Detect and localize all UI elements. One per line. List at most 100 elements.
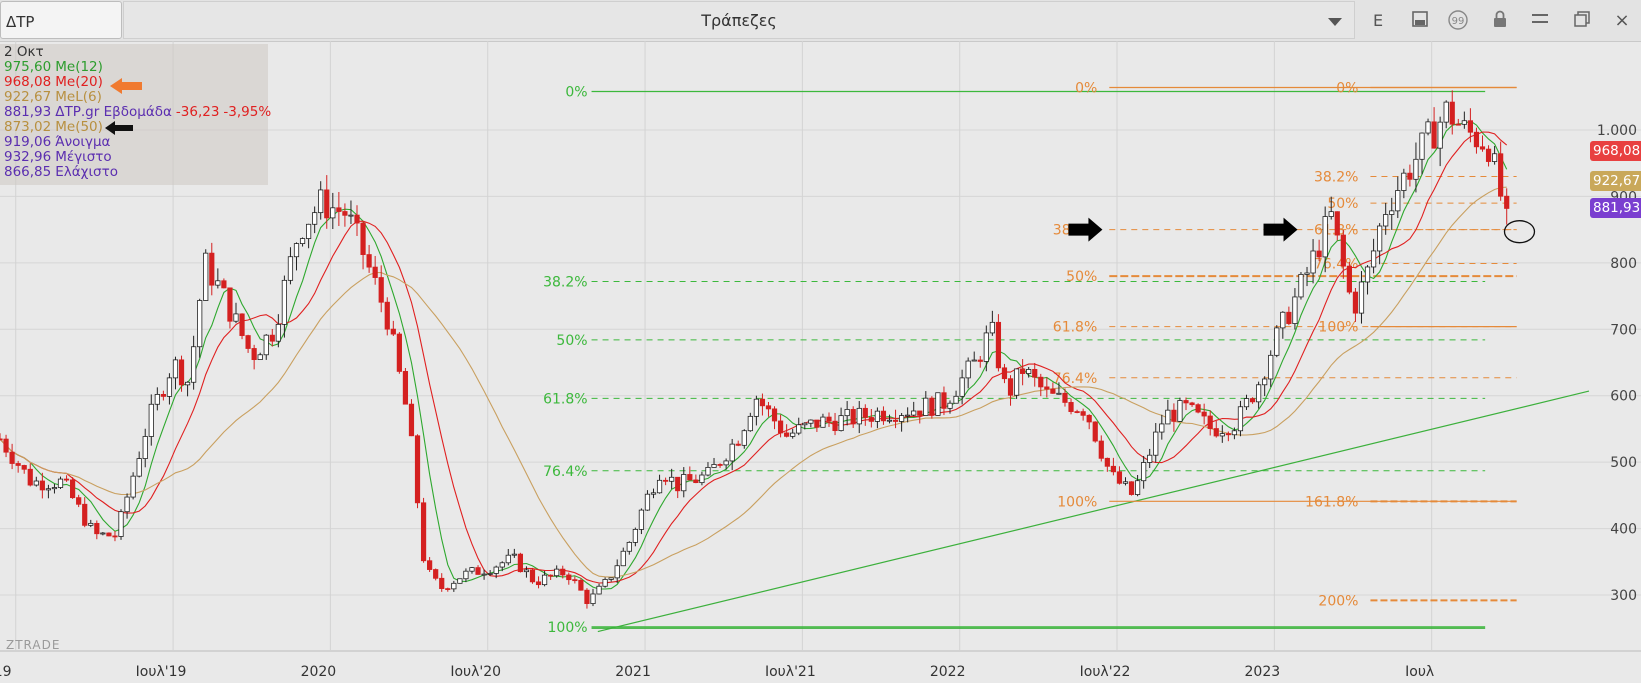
- candle-body: [511, 553, 517, 556]
- candle-body: [1195, 404, 1201, 413]
- candle-body: [729, 443, 735, 462]
- candle-body: [239, 313, 245, 336]
- candle-body: [941, 392, 947, 409]
- symbol-input[interactable]: ΔΤΡ: [0, 1, 122, 39]
- price-chart[interactable]: 0% 38.2% 50% 61.8% 76.4% 100% 0% 38.2% 50% 61.8% 7…: [0, 41, 1641, 683]
- candle-body: [1044, 386, 1050, 390]
- menu-icon[interactable]: [1528, 9, 1552, 33]
- legend-row-mel6: 922,67 MeL(6): [4, 89, 106, 105]
- restore-icon[interactable]: [1570, 9, 1594, 33]
- candle-body: [178, 359, 185, 386]
- x-tick-label: 2022: [930, 664, 966, 680]
- arrow-left-icon: [110, 78, 142, 94]
- candle-body: [360, 222, 366, 255]
- candle-body: [1280, 311, 1286, 329]
- fib-level-label: 50%: [1327, 196, 1358, 212]
- candle-body: [88, 522, 94, 526]
- candle-body: [1153, 431, 1159, 456]
- candle-body: [838, 415, 844, 432]
- candle-body: [620, 550, 626, 567]
- candle-body: [777, 420, 784, 434]
- candle-body: [330, 207, 336, 219]
- candle-body: [705, 467, 711, 476]
- candle-body: [172, 359, 179, 379]
- candle-body: [299, 238, 306, 244]
- candle-body: [1122, 481, 1129, 484]
- candle-body: [1141, 462, 1147, 482]
- candle-body: [191, 346, 197, 383]
- candle-body: [995, 321, 1002, 369]
- candle-body: [1128, 481, 1135, 495]
- candle-body: [233, 313, 239, 322]
- chevron-down-icon[interactable]: [1323, 12, 1347, 36]
- candle-body: [1413, 158, 1419, 180]
- candle-body: [626, 541, 632, 552]
- candle-body: [63, 478, 70, 481]
- candle-body: [396, 333, 402, 372]
- candle-body: [747, 415, 753, 432]
- legend-value: 932,96: [4, 149, 52, 165]
- lock-icon[interactable]: [1488, 9, 1512, 33]
- candle-body: [669, 476, 675, 482]
- candle-body: [257, 354, 263, 361]
- candle-body: [1316, 250, 1322, 258]
- candle-body: [287, 256, 294, 281]
- candle-body: [27, 468, 33, 486]
- candle-body: [1219, 433, 1225, 437]
- candle-body: [681, 474, 687, 492]
- save-icon[interactable]: [1408, 9, 1432, 33]
- candle-body: [711, 464, 717, 468]
- candle-body: [94, 522, 100, 535]
- candle-body: [983, 332, 989, 362]
- legend-label: Άνοιγμα: [55, 134, 111, 150]
- candle-body: [1086, 414, 1092, 423]
- close-icon[interactable]: ×: [1614, 10, 1630, 31]
- legend-label: Μέγιστο: [55, 149, 112, 165]
- quote-icon[interactable]: 99: [1446, 9, 1470, 33]
- candle-body: [1286, 311, 1292, 324]
- candle-body: [723, 460, 729, 466]
- candle-body: [1383, 214, 1389, 227]
- legend-label: Me(20): [55, 74, 103, 90]
- candle-body: [487, 573, 493, 575]
- y-tick-label: 800: [1610, 256, 1637, 272]
- candle-body: [566, 574, 572, 581]
- candle-body: [463, 570, 469, 580]
- candle-body: [348, 214, 354, 217]
- candle-body: [1116, 471, 1123, 484]
- candle-body: [886, 419, 893, 422]
- candle-body: [1092, 421, 1098, 442]
- candle-body: [1213, 428, 1219, 437]
- legend-change-pct: -3,95%: [223, 104, 272, 120]
- candle-body: [402, 371, 409, 405]
- candle-body: [1020, 368, 1026, 374]
- candle-body: [445, 588, 451, 590]
- x-tick-label: Ιουλ'21: [765, 664, 816, 680]
- candle-body: [584, 589, 590, 604]
- candle-body: [687, 474, 693, 481]
- candle-body: [45, 488, 52, 491]
- tool-letter-button[interactable]: E: [1372, 11, 1384, 30]
- candle-body: [790, 432, 796, 437]
- candle-body: [366, 254, 372, 268]
- candle-body: [414, 435, 421, 504]
- candle-body: [1407, 172, 1413, 180]
- candle-body: [1256, 384, 1262, 403]
- candle-body: [541, 574, 548, 586]
- legend-row-low: 866,85 Ελάχιστο: [4, 164, 122, 180]
- candle-body: [1322, 216, 1328, 258]
- legend-panel: 2 Οκτ 975,60 Me(12) 968,08 Me(20) 922,67 Me…: [0, 44, 272, 185]
- candle-body: [215, 280, 221, 286]
- candle-body: [1038, 376, 1044, 388]
- candle-body: [977, 359, 983, 362]
- legend-row-me12: 975,60 Me(12): [4, 59, 107, 75]
- candle-body: [9, 451, 15, 464]
- candle-body: [741, 430, 747, 446]
- x-tick-label: Ιουλ'22: [1080, 664, 1131, 680]
- candle-body: [505, 554, 511, 564]
- x-tick-label: 2021: [615, 664, 651, 680]
- legend-label: Ελάχιστο: [55, 164, 118, 180]
- fib-level-label: 100%: [1057, 494, 1097, 510]
- candle-body: [469, 567, 475, 572]
- candle-body: [1104, 457, 1110, 467]
